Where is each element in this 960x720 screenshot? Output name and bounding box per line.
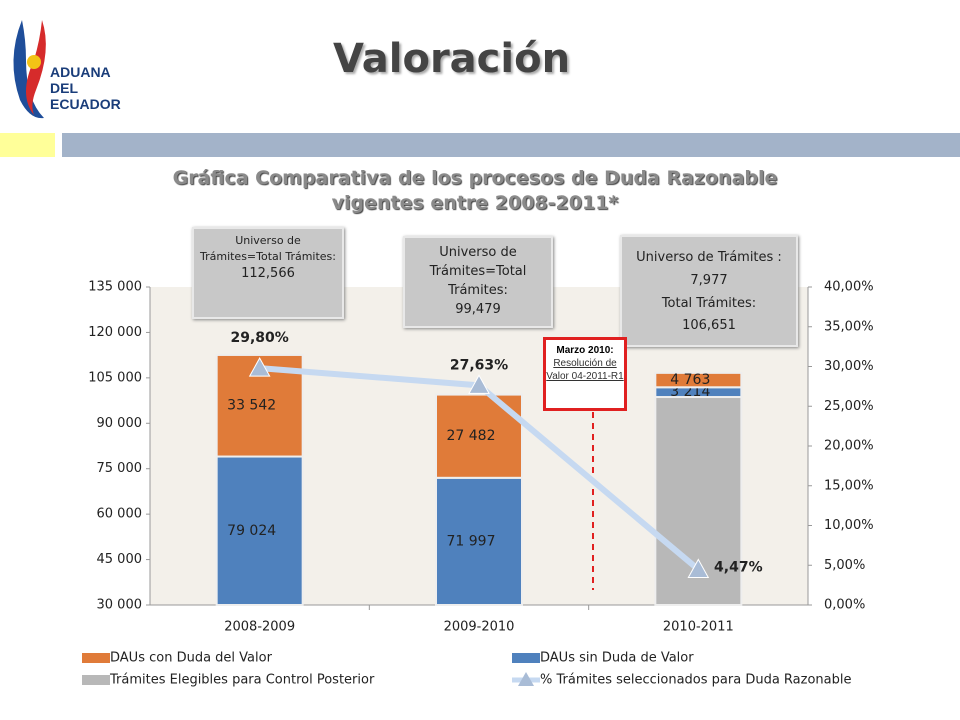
logo-line: ADUANA bbox=[50, 64, 111, 80]
bar-segment bbox=[654, 371, 743, 389]
y-tick-label: 90 000 bbox=[97, 416, 143, 431]
data-label: 4 763 bbox=[670, 372, 710, 388]
y-tick-label: 120 000 bbox=[88, 325, 142, 340]
note-text: Resolución de Valor 04-2011-R1 bbox=[546, 358, 624, 382]
y2-tick-label: 35,00% bbox=[824, 319, 874, 334]
annotation-value: 99,479 bbox=[455, 301, 501, 317]
annotation-text: Universo de Trámites=Total Trámites: bbox=[199, 234, 336, 263]
y2-tick-label: 5,00% bbox=[824, 558, 865, 573]
legend-swatch bbox=[518, 672, 534, 686]
legend-label: Trámites Elegibles para Control Posterio… bbox=[109, 673, 375, 688]
legend-swatch bbox=[512, 653, 540, 663]
legend-swatch bbox=[82, 675, 110, 685]
data-label: 4,47% bbox=[714, 559, 763, 575]
data-label: 27 482 bbox=[447, 428, 496, 444]
annotation-text: Total Trámites: bbox=[661, 295, 757, 311]
logo-shape bbox=[27, 55, 41, 69]
bar-segment bbox=[435, 476, 523, 606]
y2-tick-label: 25,00% bbox=[824, 399, 874, 414]
y-tick-label: 45 000 bbox=[97, 552, 143, 567]
annotation-value: 106,651 bbox=[682, 318, 736, 334]
y-tick-label: 75 000 bbox=[97, 461, 143, 476]
data-label: 29,80% bbox=[231, 330, 289, 346]
x-tick-label: 2008-2009 bbox=[224, 620, 295, 635]
annotation-text: Universo de Trámites=Total Trámites: bbox=[429, 245, 527, 298]
y2-tick-label: 0,00% bbox=[824, 598, 865, 613]
y2-tick-label: 30,00% bbox=[824, 359, 874, 374]
x-tick-label: 2009-2010 bbox=[444, 620, 515, 635]
accent-box bbox=[0, 133, 55, 157]
legend-label: DAUs sin Duda de Valor bbox=[540, 651, 694, 666]
logo-line: ECUADOR bbox=[50, 96, 121, 113]
y-tick-label: 30 000 bbox=[97, 598, 143, 613]
annotation: Universo de Trámites : 7,977 Total Trámit… bbox=[620, 235, 798, 347]
annotation: Universo de Trámites=Total Trámites: 112,… bbox=[192, 227, 344, 319]
chart-title: Gráfica Comparativa de los procesos de D… bbox=[172, 167, 778, 214]
slide-title: Valoración bbox=[333, 36, 571, 82]
y2-tick-label: 20,00% bbox=[824, 439, 874, 454]
logo-line: DEL bbox=[50, 80, 78, 97]
legend-label: % Trámites seleccionados para Duda Razon… bbox=[540, 673, 851, 688]
line-marker bbox=[687, 558, 710, 578]
note: Marzo 2010: Resolución de Valor 04-2011-R… bbox=[543, 337, 627, 411]
y-tick-label: 60 000 bbox=[97, 507, 143, 522]
annotation: Universo de Trámites=Total Trámites: 99,4… bbox=[403, 236, 553, 328]
data-label: 27,63% bbox=[450, 357, 508, 373]
annotation-value: 112,566 bbox=[241, 265, 295, 281]
x-tick-label: 2010-2011 bbox=[663, 620, 734, 635]
annotation-value: 7,977 bbox=[690, 272, 728, 288]
line-marker bbox=[468, 374, 490, 394]
legend-label: DAUs con Duda del Valor bbox=[110, 651, 273, 666]
y2-tick-label: 15,00% bbox=[824, 478, 874, 493]
logo-text: ADUANA DEL ECUADOR bbox=[50, 64, 121, 112]
line-marker bbox=[248, 357, 271, 377]
accent-band bbox=[62, 133, 960, 157]
y-tick-label: 135 000 bbox=[88, 280, 142, 295]
data-label: 33 542 bbox=[227, 398, 276, 414]
bar-segment bbox=[215, 455, 304, 606]
legend-swatch bbox=[82, 653, 110, 663]
y2-tick-label: 40,00% bbox=[824, 280, 874, 295]
y2-tick-label: 10,00% bbox=[824, 518, 874, 533]
y-tick-label: 105 000 bbox=[88, 370, 142, 385]
note-title: Marzo 2010: bbox=[556, 345, 614, 356]
data-label: 71 997 bbox=[447, 533, 496, 549]
logo-shape bbox=[13, 20, 44, 119]
annotation-text: Universo de Trámites : bbox=[636, 250, 782, 265]
data-label: 79 024 bbox=[227, 523, 276, 539]
